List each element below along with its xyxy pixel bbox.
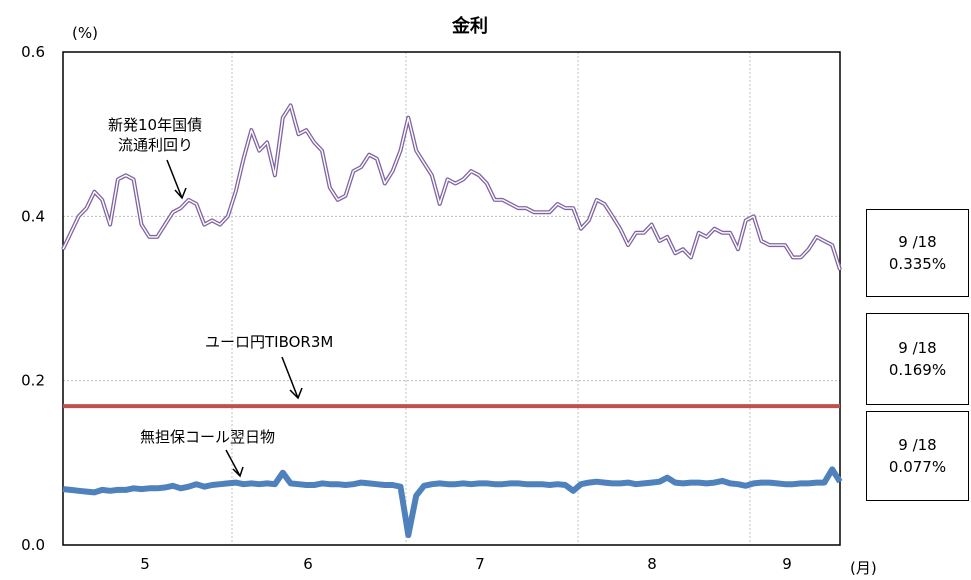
x-axis-unit: (月) <box>850 559 877 577</box>
value-box-value: 0.335% <box>888 255 947 273</box>
chart-title: 金利 <box>452 16 488 37</box>
plot-area <box>62 51 841 546</box>
value-box-date: 9 /18 <box>898 233 937 251</box>
annotation-jgb10y-line1: 新発10年国債 <box>108 116 202 134</box>
value-box-tibor: 9 /18 0.169% <box>866 313 969 405</box>
y-axis-unit: (%) <box>72 24 98 42</box>
value-box-jgb: 9 /18 0.335% <box>866 209 969 297</box>
annotation-call-rate: 無担保コール翌日物 <box>140 428 275 446</box>
value-box-call: 9 /18 0.077% <box>866 411 969 501</box>
x-tick-label: 5 <box>140 555 150 573</box>
x-tick-label: 8 <box>647 555 657 573</box>
value-box-date: 9 /18 <box>898 339 937 357</box>
series-line-call-rate <box>62 466 843 539</box>
annotation-tibor: ユーロ円TIBOR3M <box>205 333 333 351</box>
y-tick-label: 0.4 <box>21 207 45 225</box>
y-tick-label: 0.6 <box>21 43 45 61</box>
x-tick-label: 6 <box>303 555 313 573</box>
value-box-date: 9 /18 <box>898 436 937 454</box>
x-tick-label: 7 <box>475 555 485 573</box>
annotation-arrow-call-rate <box>225 449 244 478</box>
annotation-arrow-jgb10y <box>166 159 187 200</box>
annotation-jgb10y-line2: 流通利回り <box>118 136 193 154</box>
series-line-jgb10y-inner <box>62 104 841 270</box>
value-box-value: 0.169% <box>888 361 947 379</box>
y-tick-label: 0.2 <box>21 372 45 390</box>
x-tick-label: 9 <box>782 555 792 573</box>
value-box-value: 0.077% <box>888 458 947 476</box>
y-tick-label: 0.0 <box>21 536 45 554</box>
annotation-arrow-tibor <box>281 356 303 400</box>
